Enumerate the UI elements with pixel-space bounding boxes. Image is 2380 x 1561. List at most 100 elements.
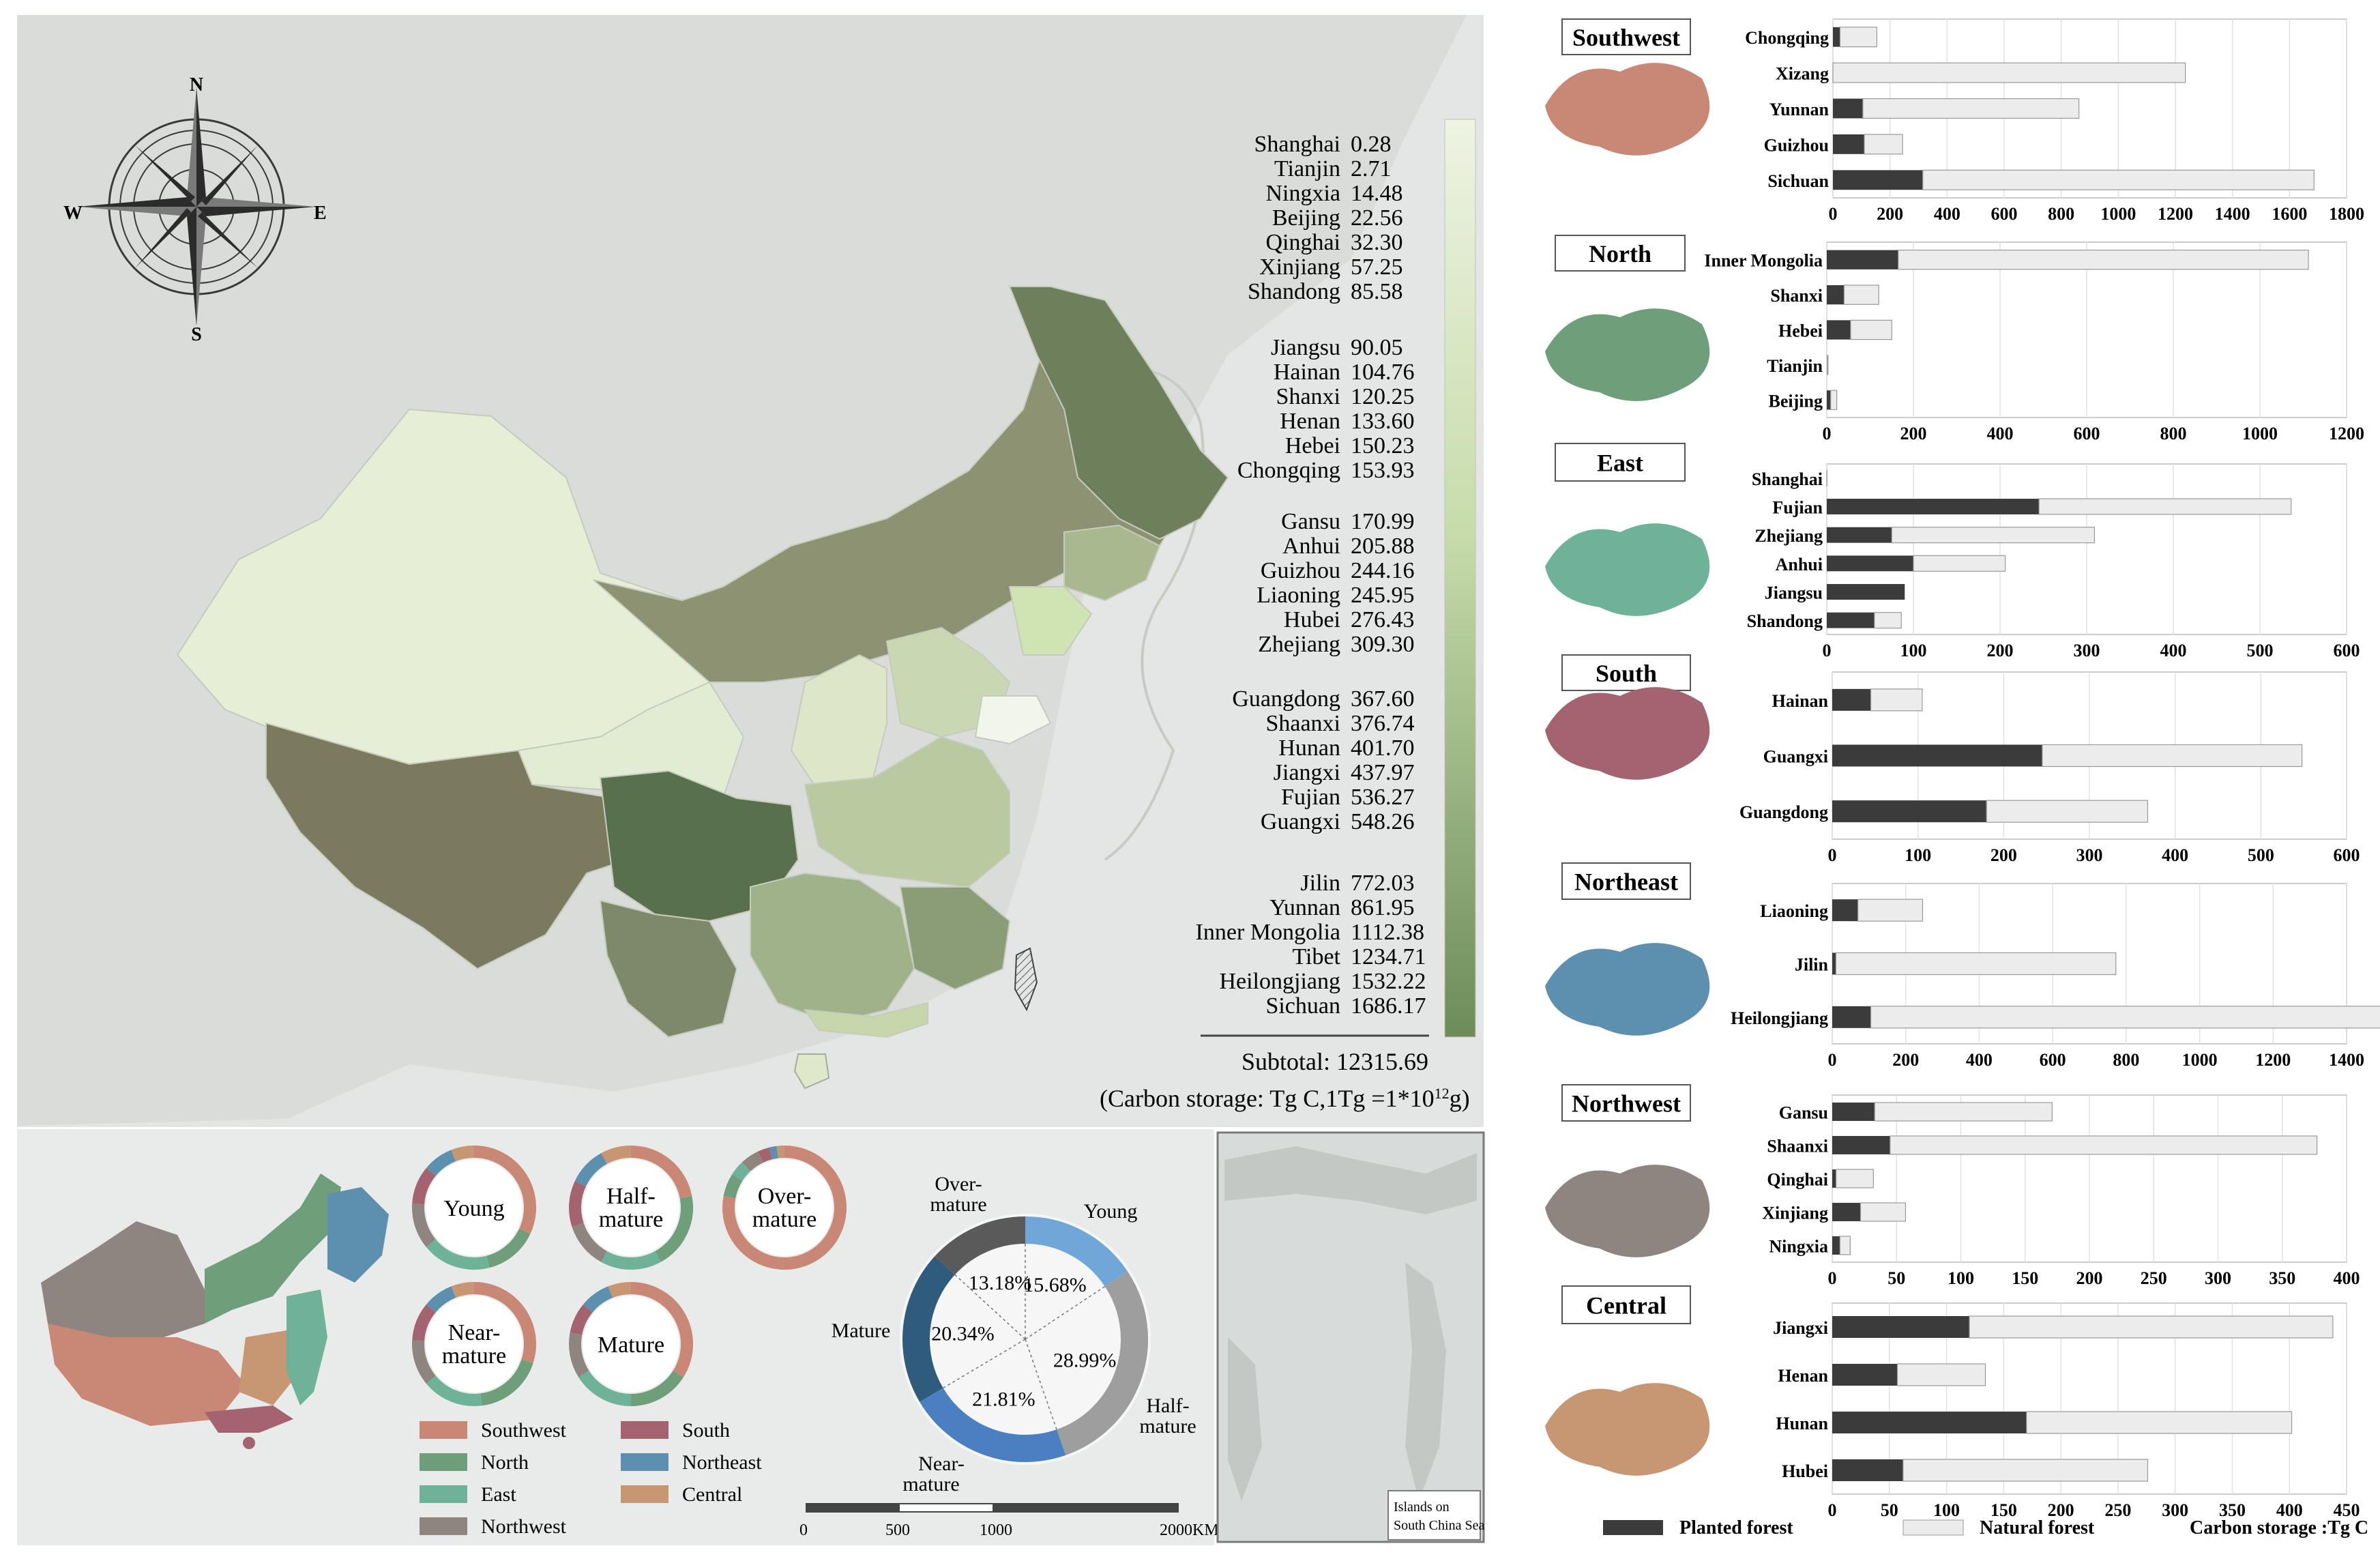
x-tick-label: 0 xyxy=(1828,1500,1837,1520)
donut-label-half_1: Half- xyxy=(1146,1395,1189,1417)
region-silhouette xyxy=(1545,308,1710,401)
x-tick-label: 600 xyxy=(1991,204,2018,224)
x-tick-label: 400 xyxy=(1966,1050,1993,1070)
ring-segment xyxy=(426,1375,482,1406)
bar-natural xyxy=(1850,319,1892,340)
ring-segment xyxy=(473,1146,536,1234)
province-value: 309.30 xyxy=(1351,632,1415,657)
ring-center xyxy=(736,1159,833,1256)
bar-natural xyxy=(1836,1169,1874,1188)
subtotal: Subtotal: 12315.69 xyxy=(1242,1048,1428,1075)
legend-swatch-northeast xyxy=(621,1453,669,1471)
x-tick-label: 200 xyxy=(1877,204,1903,224)
province-value: 170.99 xyxy=(1351,509,1415,534)
province-name: Shanghai xyxy=(1254,132,1340,157)
bar-planted xyxy=(1827,390,1831,410)
bar-panel-south: South 0 100 200 300 400 500 600 Hainan Guangxi Gua… xyxy=(1545,654,2360,865)
bar-planted xyxy=(1832,1364,1898,1386)
province-name: Chongqing xyxy=(1237,458,1340,483)
province-yunnan xyxy=(599,899,738,1038)
bar-panel-northwest: Northwest 0 50 100 150 200 250 300 350 400 Gansu Sh… xyxy=(1545,1084,2360,1288)
category-label: Beijing xyxy=(1769,391,1823,411)
category-label: Henan xyxy=(1778,1366,1828,1386)
region-title: East xyxy=(1597,450,1643,477)
x-tick-label: 400 xyxy=(2160,641,2187,660)
category-label: Hubei xyxy=(1782,1461,1828,1481)
region-silhouette xyxy=(1545,943,1710,1036)
province-name: Hebei xyxy=(1285,433,1340,458)
ring-segment xyxy=(583,1286,613,1313)
bar-panel-east: East 0 100 200 300 400 500 600 Shanghai Fujian Zhe… xyxy=(1545,443,2360,660)
x-tick-label: 800 xyxy=(2160,424,2187,443)
map-panel: N S E W Shanghai 0.28 Tianjin 2.71 Ningxia 14… xyxy=(17,15,1484,1127)
category-label: Tianjin xyxy=(1767,356,1823,376)
x-tick-label: 300 xyxy=(2205,1268,2231,1288)
ring-segment xyxy=(572,1223,608,1262)
bar-planted xyxy=(1832,688,1871,711)
bar-planted xyxy=(1832,1236,1840,1255)
province-name: Jiangxi xyxy=(1274,760,1340,785)
region-north-shape xyxy=(205,1173,341,1324)
province-name: Shandong xyxy=(1248,279,1340,304)
province-shandong xyxy=(974,695,1052,745)
x-tick-label: 300 xyxy=(2076,845,2103,865)
legend-swatch-central xyxy=(621,1485,669,1503)
south-china-sea-inset: Islands on South China Sea xyxy=(1216,1131,1485,1543)
color-scale-bar xyxy=(1444,119,1476,1038)
region-title: Northwest xyxy=(1572,1090,1681,1118)
bar-planted xyxy=(1832,1006,1871,1028)
x-tick-label: 350 xyxy=(2219,1500,2246,1520)
province-value: 205.88 xyxy=(1351,534,1415,559)
region-title: Northeast xyxy=(1574,869,1678,896)
x-tick-label: 1400 xyxy=(2329,1050,2364,1070)
category-label: Ningxia xyxy=(1769,1237,1828,1257)
bar-planted xyxy=(1827,499,2040,514)
category-label: Hainan xyxy=(1772,691,1829,711)
region-title: Central xyxy=(1586,1292,1666,1319)
bar-natural xyxy=(1913,555,2006,572)
province-value: 1112.38 xyxy=(1351,920,1424,945)
region-legend: Southwest North East Northwest South Northeas… xyxy=(420,1419,762,1538)
province-taiwan xyxy=(1014,947,1038,1012)
x-tick-label: 450 xyxy=(2334,1500,2360,1520)
x-tick-label: 800 xyxy=(2113,1050,2139,1070)
bar-natural xyxy=(1864,134,1903,155)
x-tick-label: 0 xyxy=(1823,424,1832,443)
category-label: Zhejiang xyxy=(1754,526,1823,546)
x-tick-label: 0 xyxy=(1828,1050,1837,1070)
category-label: Guangxi xyxy=(1763,747,1828,767)
bar-natural xyxy=(1862,98,2080,119)
region-label-box xyxy=(1561,654,1691,691)
x-tick-label: 400 xyxy=(2276,1500,2303,1520)
compass-rose-icon: N S E W xyxy=(63,74,327,345)
bar-panel-central: Central 0 50 100 150 200 250 300 350 400 450 Jiangx… xyxy=(1545,1285,2360,1520)
category-label: Jiangsu xyxy=(1765,583,1823,603)
province-value: 376.74 xyxy=(1351,711,1415,736)
bar-planted xyxy=(1832,1103,1875,1121)
category-label: Guangdong xyxy=(1739,802,1828,822)
donut-label-over_1: Over- xyxy=(935,1173,982,1195)
ring-segment xyxy=(570,1304,593,1335)
inset-philippines xyxy=(1405,1262,1446,1501)
donut-label-young: Young xyxy=(1084,1200,1138,1223)
coastline xyxy=(1063,367,1205,861)
province-name: Tibet xyxy=(1292,944,1340,969)
region-south-shape xyxy=(205,1405,293,1433)
region-label-box xyxy=(1561,1285,1691,1324)
x-tick-label: 0 xyxy=(1828,845,1837,865)
province-shaanxi xyxy=(790,654,887,793)
region-east-shape xyxy=(287,1289,327,1405)
scale-seg-3 xyxy=(993,1504,1178,1512)
ring-segment xyxy=(630,1146,692,1199)
x-tick-label: 500 xyxy=(2248,845,2274,865)
province-qinghai xyxy=(517,681,745,800)
region-label-box xyxy=(1555,443,1686,482)
legend-unit: Carbon storage :Tg C xyxy=(2190,1517,2368,1538)
province-name: Ningxia xyxy=(1265,181,1340,206)
province-value: 861.95 xyxy=(1351,895,1415,920)
province-liaoning xyxy=(1008,586,1093,656)
ring-segment xyxy=(578,1370,632,1406)
province-value: 133.60 xyxy=(1351,409,1415,434)
bar-natural xyxy=(1870,1006,2380,1029)
ring-segment xyxy=(769,1146,778,1160)
